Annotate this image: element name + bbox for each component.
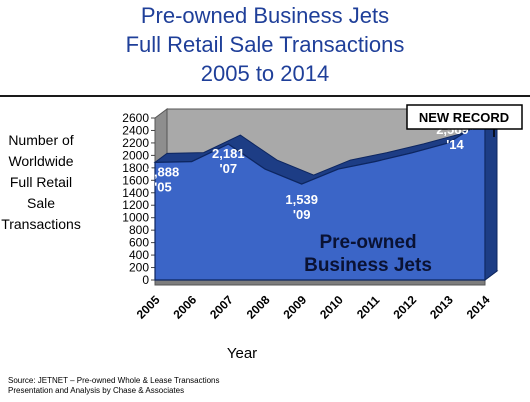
data-label-value: 1,539 bbox=[285, 192, 318, 207]
data-label-year: '14 bbox=[446, 137, 464, 152]
y-tick-label: 1800 bbox=[122, 161, 149, 175]
x-tick-label: 2009 bbox=[280, 293, 309, 322]
chart-title-line-1: Pre-owned Business Jets bbox=[140, 3, 390, 28]
x-tick-label: 2008 bbox=[244, 293, 273, 322]
title-divider bbox=[0, 95, 530, 97]
y-tick-label: 800 bbox=[129, 223, 149, 237]
data-label-year: '09 bbox=[293, 207, 311, 222]
y-tick-label: 2400 bbox=[122, 123, 149, 137]
callout-box bbox=[406, 104, 523, 130]
x-tick-label: 2014 bbox=[464, 293, 493, 322]
floor-edge bbox=[154, 279, 486, 286]
x-tick-label: 2010 bbox=[317, 293, 346, 322]
y-tick-label: 400 bbox=[129, 248, 149, 262]
y-tick-label: 600 bbox=[129, 236, 149, 250]
area-label-line: Business Jets bbox=[304, 255, 432, 276]
x-tick-label: 2012 bbox=[390, 293, 419, 322]
y-tick-label: 1600 bbox=[122, 173, 149, 187]
y-tick-label: 1000 bbox=[122, 211, 149, 225]
data-label-value: 1,888 bbox=[147, 164, 180, 179]
y-tick-label: 200 bbox=[129, 261, 149, 275]
x-axis-ticks: 2005 2006 2007 2008 2009 2010 2011 2012 2013 2014 bbox=[134, 293, 493, 322]
y-axis-label-line-3: Full Retail bbox=[9, 174, 73, 190]
y-axis-label-line-2: Worldwide bbox=[8, 153, 74, 169]
data-label-year: '07 bbox=[220, 161, 238, 176]
x-tick-label: 2007 bbox=[207, 293, 236, 322]
data-label-value: 2,181 bbox=[212, 146, 245, 161]
y-tick-label: 2000 bbox=[122, 148, 149, 162]
y-axis-label-line-1: Number of bbox=[8, 132, 74, 148]
y-axis-label-line-4: Sale bbox=[26, 195, 56, 211]
y-axis-ticks: 0200400600800100012001400160018002000220… bbox=[122, 111, 155, 287]
footer-source: Source: JETNET – Pre-owned Whole & Lease… bbox=[8, 376, 220, 385]
x-tick-label: 2006 bbox=[170, 293, 199, 322]
x-tick-label: 2011 bbox=[354, 293, 383, 322]
callout-text: NEW RECORD bbox=[419, 110, 509, 125]
area-end-face bbox=[484, 109, 498, 281]
data-label-year: '05 bbox=[154, 179, 172, 194]
footer-presentation: Presentation and Analysis by Chase & Ass… bbox=[8, 386, 185, 395]
chart-title-line-2: Full Retail Sale Transactions bbox=[125, 32, 405, 57]
data-area bbox=[153, 109, 498, 281]
area-label-line: Pre-owned bbox=[319, 232, 416, 253]
y-tick-label: 1200 bbox=[122, 198, 149, 212]
x-tick-label: 2005 bbox=[134, 293, 163, 322]
y-axis-label: Number of Worldwide Full Retail Sale Tra… bbox=[0, 130, 82, 235]
y-tick-label: 0 bbox=[142, 273, 149, 287]
x-tick-label: 2013 bbox=[427, 293, 456, 322]
y-tick-label: 2200 bbox=[122, 136, 149, 150]
chart-title-line-3: 2005 to 2014 bbox=[200, 61, 330, 86]
y-tick-label: 2600 bbox=[122, 111, 149, 125]
new-record-callout: NEW RECORD bbox=[406, 104, 523, 137]
x-axis-label: Year bbox=[227, 345, 257, 362]
y-tick-label: 1400 bbox=[122, 186, 149, 200]
y-axis-label-line-5: Transactions bbox=[1, 216, 81, 232]
